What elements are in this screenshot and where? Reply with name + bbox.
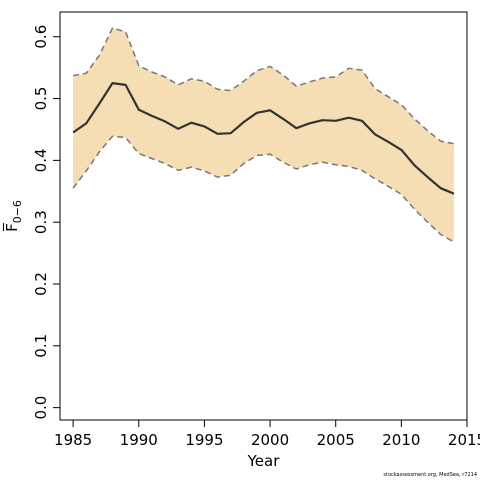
plot-frame [59, 11, 468, 421]
x-axis-label: Year [247, 452, 281, 470]
y-tick-label: 0.1 [32, 334, 50, 358]
lower-bound-line [72, 135, 455, 243]
y-tick-label: 0.5 [32, 87, 50, 111]
y-tick-label: 0.6 [32, 25, 50, 49]
x-tick-label: 2000 [251, 431, 289, 449]
y-tick-label: 0.0 [32, 396, 50, 420]
estimate-line [72, 81, 455, 195]
x-tick-label: 1995 [185, 431, 223, 449]
y-tick-label: 0.3 [32, 210, 50, 234]
x-tick-label: 2015 [448, 431, 480, 449]
y-axis-label: F̅0−6 [2, 200, 24, 232]
confidence-band [73, 28, 454, 242]
x-tick-label: 2005 [317, 431, 355, 449]
x-tick-label: 1985 [54, 431, 92, 449]
y-tick-label: 0.2 [32, 272, 50, 296]
x-tick-label: 1990 [120, 431, 158, 449]
y-tick-label: 0.4 [32, 148, 50, 172]
credit-text: stockassessment.org, MedSea, r7214 [383, 472, 477, 478]
x-tick-label: 2010 [382, 431, 420, 449]
